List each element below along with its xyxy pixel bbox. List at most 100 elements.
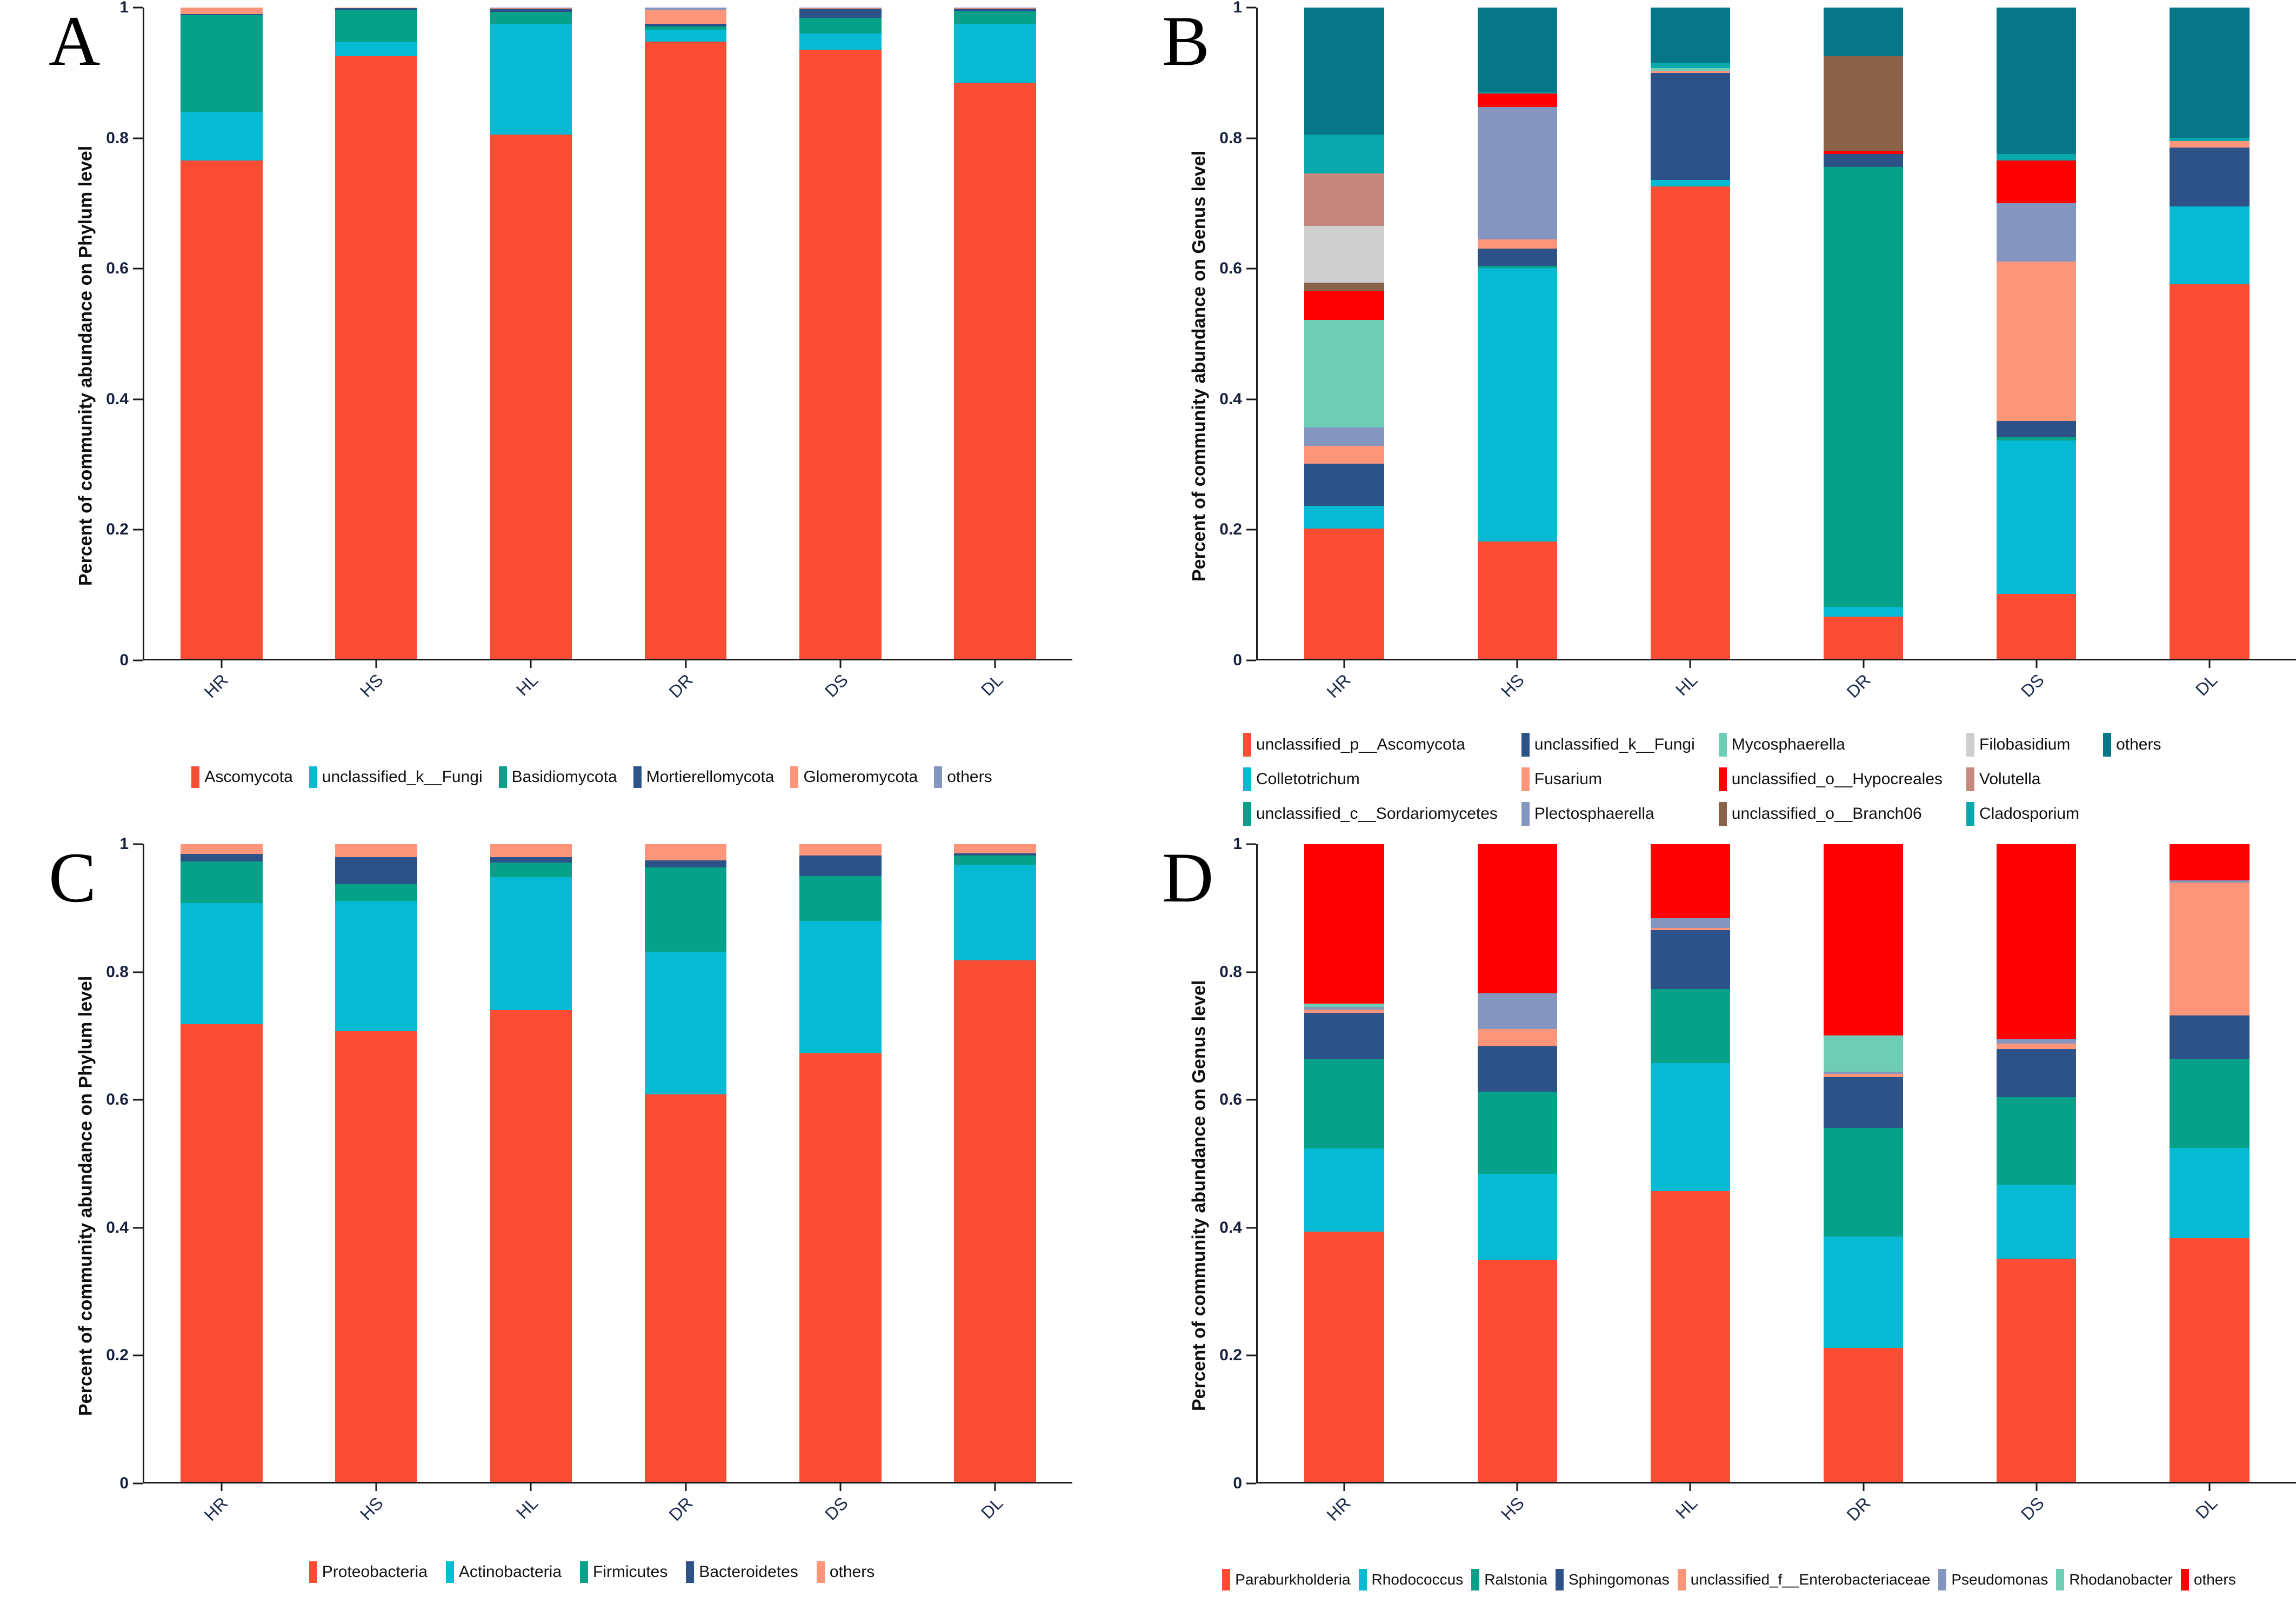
- bar-segment-Basidiomycota: [490, 12, 572, 24]
- bar-group-HS: [299, 844, 453, 1482]
- stacked-bar: [1823, 8, 1904, 659]
- legend-label: Firmicutes: [593, 1563, 668, 1581]
- legend-label: Cladosporium: [1979, 805, 2080, 823]
- x-tick-label: HL: [1671, 670, 1701, 700]
- y-axis: 1 0.8 0.6 0.4 0.2 0: [1218, 835, 1256, 1492]
- bar-segment-Pseudomonas: [1997, 1039, 2077, 1044]
- legend-item: Proteobacteria: [309, 1561, 428, 1583]
- bar-segment-others: [1823, 844, 1904, 1036]
- bar-segment-Mortierellomycota: [490, 9, 572, 12]
- bar-segment-unclassified_p__Ascomycota: [1477, 542, 1557, 659]
- x-tick-label: HR: [200, 1493, 232, 1525]
- bar-segment-Paraburkholderia: [1823, 1348, 1904, 1482]
- y-tick-label: 1: [1233, 0, 1242, 16]
- legend-swatch-icon: [580, 1561, 589, 1583]
- bar-segment-Ascomycota: [799, 50, 882, 659]
- stacked-bar-chart: Percent of community abundance on Phylum…: [67, 835, 1135, 1547]
- legend-item: Glomeromycota: [790, 766, 918, 788]
- legend-label: others: [2193, 1571, 2236, 1588]
- bar-segment-Ralstonia: [1477, 1091, 1557, 1174]
- bar-segment-Colletotrichum: [1304, 505, 1384, 529]
- bar-segment-Actinobacteria: [799, 920, 882, 1054]
- x-tick-mark: [2208, 1483, 2211, 1491]
- bar-group-DL: [2123, 8, 2296, 659]
- bar-segment-others: [644, 8, 727, 10]
- bar-group-DR: [609, 8, 763, 659]
- legend-swatch-icon: [2056, 1569, 2065, 1590]
- bar-segment-Sphingomonas: [1997, 1048, 2077, 1098]
- bar-segment-Colletotrichum: [1823, 606, 1904, 617]
- bar-segment-Ascomycota: [490, 134, 572, 659]
- x-tick-mark: [1689, 1483, 1691, 1491]
- legend-swatch-icon: [1358, 1569, 1367, 1590]
- y-tick-label: 0.4: [106, 1218, 129, 1237]
- stacked-bar: [1477, 8, 1557, 659]
- bar-segment-unclassified_k__Fungi: [335, 42, 418, 57]
- bar-segment-Colletotrichum: [1997, 440, 2077, 594]
- x-tick-mark: [994, 1483, 996, 1491]
- bar-segment-Sphingomonas: [2170, 1015, 2250, 1059]
- bar-segment-unclassified_p__Ascomycota: [1997, 593, 2077, 659]
- x-tick-label: HR: [1323, 670, 1354, 702]
- y-tick-label: 0.6: [1219, 259, 1242, 278]
- x-tick-mark: [685, 1483, 687, 1491]
- bar-segment-Ralstonia: [2170, 1059, 2250, 1148]
- legend-item: Colletotrichum: [1243, 767, 1498, 791]
- legend-item: others: [934, 766, 992, 788]
- bar-segment-unclassified_o__Hypocreales: [1997, 161, 2077, 203]
- bar-segment-Ralstonia: [1997, 1097, 2077, 1185]
- legend-swatch-icon: [1966, 802, 1974, 826]
- y-tick-mark: [1246, 659, 1256, 661]
- x-tick-mark: [994, 660, 996, 668]
- bar-segment-Colletotrichum: [1650, 180, 1731, 187]
- stacked-bar: [644, 844, 727, 1482]
- bar-segment-Bacteroidetes: [799, 856, 882, 877]
- bar-segment-Ralstonia: [1650, 988, 1731, 1063]
- legend-label: others: [829, 1563, 875, 1581]
- stacked-bar-chart: Percent of community abundance on Genus …: [1180, 835, 2296, 1547]
- stacked-bar: [1477, 844, 1557, 1482]
- plot-area: [143, 8, 1072, 668]
- legend-item: unclassified_k__Fungi: [309, 766, 483, 788]
- stacked-bar: [335, 8, 418, 659]
- legend-swatch-icon: [309, 1561, 317, 1583]
- legend-item: unclassified_o__Hypocreales: [1718, 767, 1943, 791]
- bar-segment-Rhodococcus: [1997, 1185, 2077, 1259]
- plot-area: [1256, 844, 2296, 1491]
- bar-segment-unclassified_f__Enterobacteriaceae: [1823, 1073, 1904, 1077]
- legend-item: Firmicutes: [580, 1561, 668, 1583]
- bar-segment-others: [1997, 844, 2077, 1040]
- legend-swatch-icon: [790, 766, 799, 788]
- stacked-bar: [799, 8, 882, 659]
- y-tick-mark: [133, 1099, 143, 1101]
- bar-segment-Cladosporium: [1477, 92, 1557, 94]
- y-tick-mark: [133, 659, 143, 661]
- y-tick-label: 0.4: [1219, 1218, 1242, 1237]
- x-tick-mark: [2208, 660, 2211, 668]
- bar-segment-unclassified_o__Branch06: [1304, 282, 1384, 291]
- stacked-bar: [954, 8, 1036, 659]
- legend-item: Fusarium: [1521, 767, 1695, 791]
- bar-segment-others: [1823, 8, 1904, 57]
- bar-segment-Firmicutes: [335, 884, 418, 901]
- stacked-bar: [181, 8, 263, 659]
- bar-segment-Firmicutes: [799, 876, 882, 921]
- bar-segment-Sphingomonas: [1477, 1046, 1557, 1092]
- y-tick-mark: [133, 137, 143, 139]
- bar-segment-others: [644, 844, 727, 860]
- y-tick-label: 0: [1233, 1474, 1242, 1492]
- x-tick-mark: [839, 660, 842, 668]
- bar-segment-others: [1304, 8, 1384, 135]
- bar-group-HR: [1258, 844, 1431, 1482]
- stacked-bar: [1823, 844, 1904, 1482]
- bar-segment-Rhodococcus: [1477, 1174, 1557, 1260]
- legend-item: Basidiomycota: [498, 766, 617, 788]
- bar-segment-Bacteroidetes: [181, 853, 263, 861]
- bar-segment-unclassified_c__Sordariomycetes: [1823, 167, 1904, 607]
- y-axis-title: Percent of community abundance on Phylum…: [75, 145, 96, 586]
- legend: Ascomycota unclassified_k__Fungi Basidiomy…: [49, 766, 1135, 788]
- y-tick-label: 0: [1233, 651, 1242, 669]
- bar-segment-Plectosphaerella: [1997, 203, 2077, 262]
- y-axis-title: Percent of community abundance on Genus …: [1189, 150, 1210, 582]
- bar-group-HS: [1431, 8, 1604, 659]
